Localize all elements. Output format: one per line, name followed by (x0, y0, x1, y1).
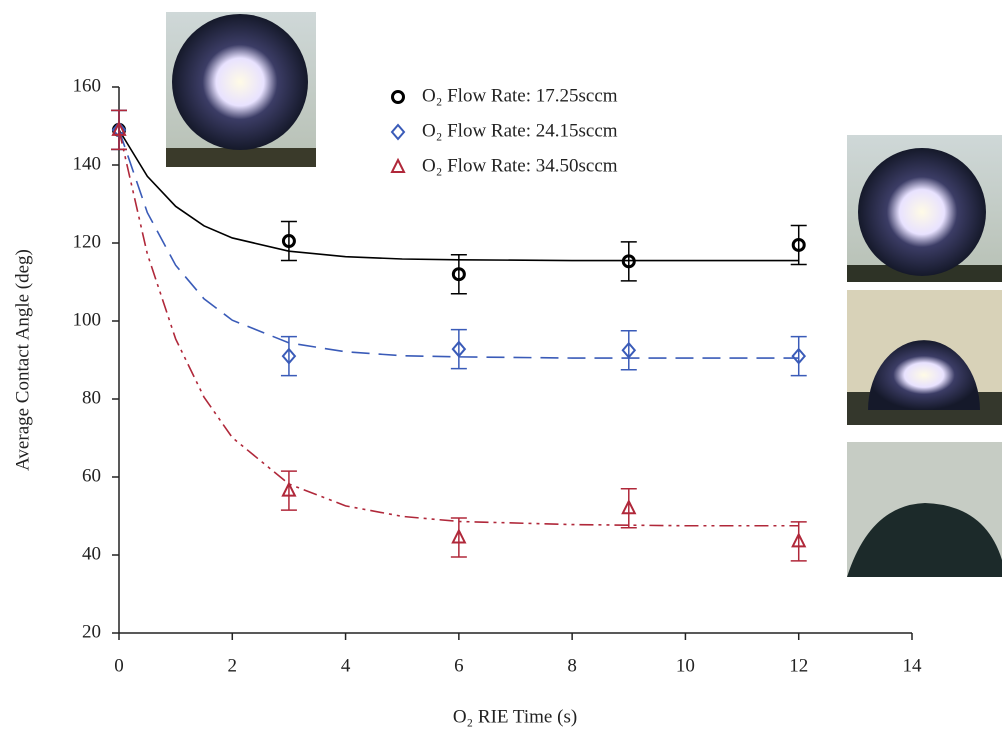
legend-label: O₂ Flow Rate: 24.15sccm (422, 120, 618, 141)
y-tick-label: 100 (73, 309, 102, 330)
x-axis-label: O₂ RIE Time (s) (453, 706, 577, 727)
x-tick-label: 4 (341, 655, 351, 676)
y-tick-label: 160 (73, 75, 102, 96)
error-bar (621, 489, 637, 528)
legend-label: O₂ Flow Rate: 34.50sccm (422, 155, 618, 176)
error-bar (451, 518, 467, 557)
y-tick-label: 140 (73, 153, 102, 174)
photo (847, 290, 1002, 425)
x-tick-label: 2 (228, 655, 238, 676)
y-tick-label: 60 (82, 465, 101, 486)
x-tick-label: 6 (454, 655, 464, 676)
x-tick-label: 12 (789, 655, 808, 676)
legend-marker (392, 160, 404, 172)
fit-line (119, 130, 799, 526)
y-axis-label: Average Contact Angle (deg) (12, 249, 33, 471)
x-tick-label: 0 (114, 655, 124, 676)
legend-marker (392, 125, 404, 139)
error-bar (791, 522, 807, 561)
photo (847, 135, 1002, 282)
y-tick-label: 20 (82, 621, 101, 642)
photo (166, 12, 316, 167)
x-tick-label: 14 (903, 655, 923, 676)
y-tick-label: 80 (82, 387, 101, 408)
chart: O₂ RIE Time (s) Average Contact Angle (d… (0, 0, 1002, 732)
x-tick-label: 10 (676, 655, 695, 676)
y-tick-label: 120 (73, 231, 102, 252)
legend-label: O₂ Flow Rate: 17.25sccm (422, 85, 618, 106)
photo (847, 442, 1002, 577)
y-tick-label: 40 (82, 543, 101, 564)
legend-marker (393, 92, 404, 103)
x-tick-label: 8 (567, 655, 577, 676)
error-bar (281, 471, 297, 510)
